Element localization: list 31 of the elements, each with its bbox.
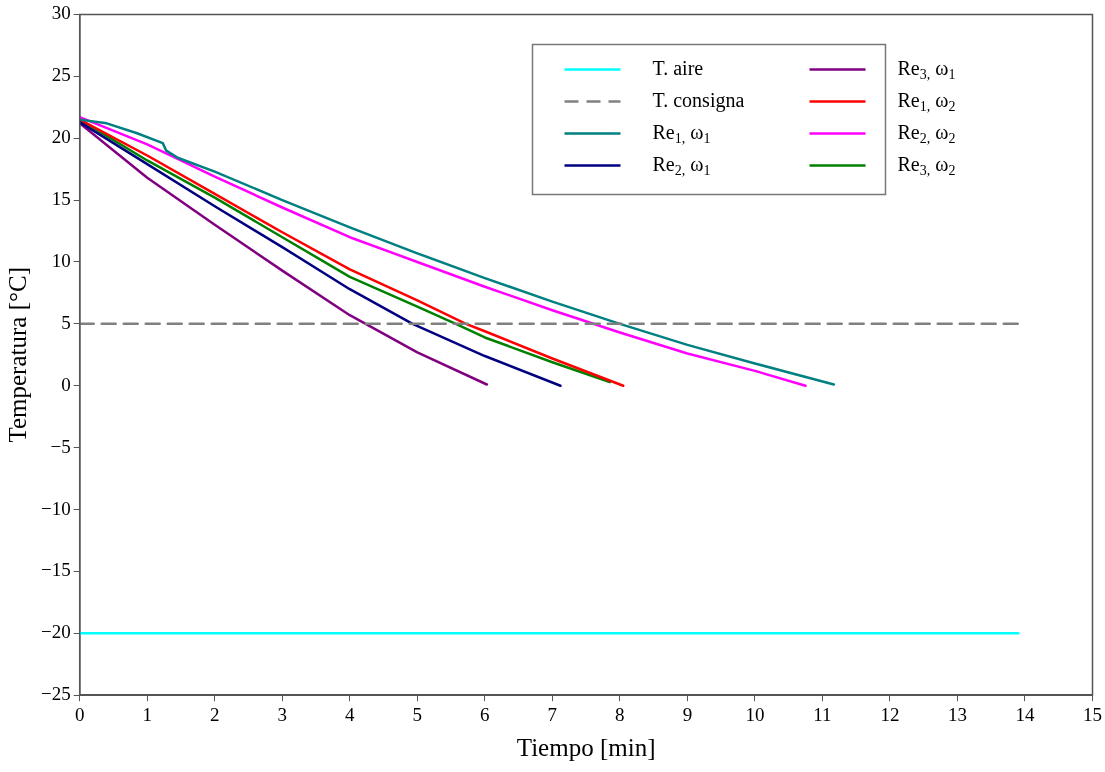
x-tick-label: 13 xyxy=(947,703,967,725)
x-tick-label: 4 xyxy=(345,703,356,725)
legend-label: T. aire xyxy=(652,56,704,79)
legend-label: T. consigna xyxy=(652,88,745,112)
y-tick-label: 15 xyxy=(51,188,71,210)
x-tick-label: 1 xyxy=(142,703,152,725)
y-tick-label: −10 xyxy=(41,497,71,519)
x-tick-label: 2 xyxy=(210,703,220,725)
x-tick-label: 3 xyxy=(277,703,288,725)
x-tick-label: 7 xyxy=(547,703,558,725)
x-tick-label: 10 xyxy=(745,703,765,725)
x-tick-label: 11 xyxy=(813,703,832,725)
y-tick-label: −5 xyxy=(50,435,71,457)
y-tick-label: 5 xyxy=(61,311,71,333)
y-tick-label: −20 xyxy=(41,621,71,643)
x-tick-label: 5 xyxy=(412,703,423,725)
y-tick-label: 20 xyxy=(51,126,71,148)
x-tick-label: 14 xyxy=(1015,703,1035,725)
y-tick-label: 10 xyxy=(51,249,71,271)
y-tick-label: 25 xyxy=(51,64,71,86)
x-tick-label: 8 xyxy=(615,703,625,725)
y-tick-label: 30 xyxy=(51,2,71,24)
y-tick-label: −25 xyxy=(41,683,71,705)
x-tick-label: 9 xyxy=(682,703,693,725)
y-tick-label: 0 xyxy=(61,373,71,395)
y-axis-title: Temperatura [°C] xyxy=(3,267,31,443)
x-tick-label: 15 xyxy=(1083,703,1102,725)
y-tick-label: −15 xyxy=(41,559,71,581)
x-tick-label: 6 xyxy=(480,703,490,725)
x-axis-title: Tiempo [min] xyxy=(516,733,656,761)
x-tick-label: 12 xyxy=(880,703,900,725)
